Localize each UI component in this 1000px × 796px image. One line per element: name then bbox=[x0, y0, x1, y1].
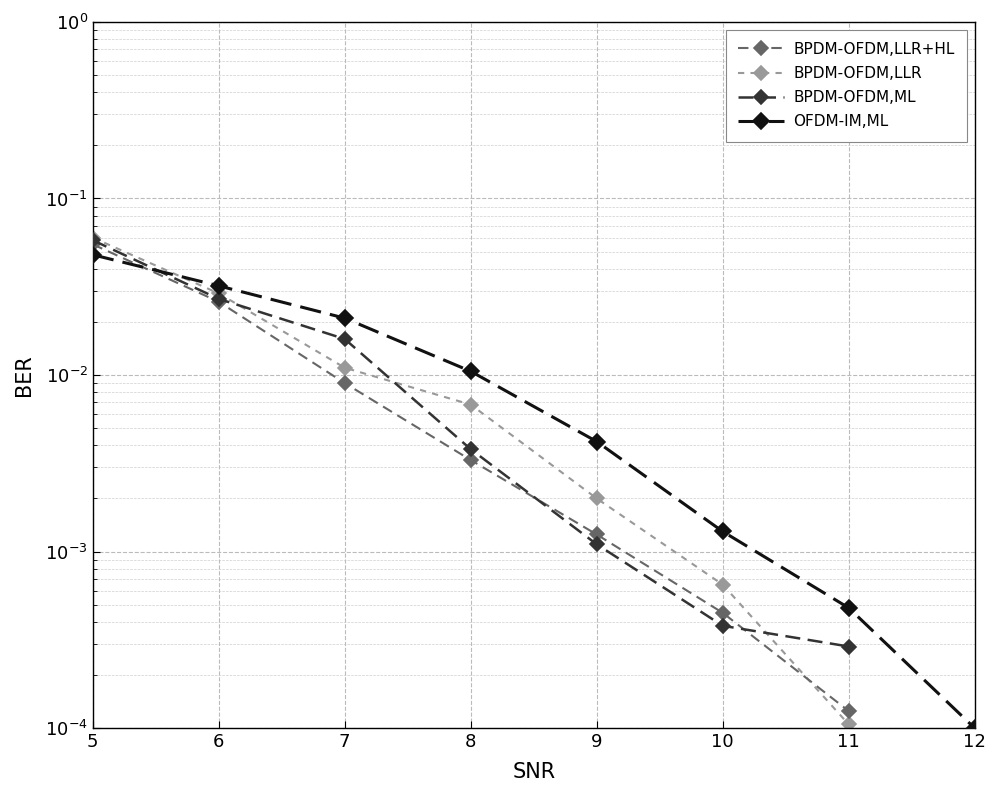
OFDM-IM,ML bbox=[717, 527, 729, 537]
BPDM-OFDM,ML bbox=[213, 294, 225, 303]
OFDM-IM,ML bbox=[969, 724, 981, 733]
BPDM-OFDM,LLR bbox=[87, 233, 99, 243]
OFDM-IM,ML bbox=[465, 366, 477, 376]
Line: OFDM-IM,ML: OFDM-IM,ML bbox=[87, 249, 980, 734]
BPDM-OFDM,ML bbox=[87, 236, 99, 245]
Line: BPDM-OFDM,LLR+HL: BPDM-OFDM,LLR+HL bbox=[88, 240, 854, 716]
BPDM-OFDM,LLR bbox=[717, 579, 729, 589]
OFDM-IM,ML bbox=[843, 603, 855, 613]
Line: BPDM-OFDM,ML: BPDM-OFDM,ML bbox=[88, 236, 854, 651]
BPDM-OFDM,LLR bbox=[213, 289, 225, 298]
BPDM-OFDM,LLR bbox=[843, 720, 855, 729]
BPDM-OFDM,LLR bbox=[465, 400, 477, 409]
Y-axis label: BER: BER bbox=[14, 354, 34, 396]
X-axis label: SNR: SNR bbox=[512, 762, 555, 782]
BPDM-OFDM,LLR+HL bbox=[591, 529, 603, 539]
OFDM-IM,ML bbox=[339, 314, 351, 323]
Line: BPDM-OFDM,LLR: BPDM-OFDM,LLR bbox=[88, 232, 854, 729]
BPDM-OFDM,LLR+HL bbox=[213, 297, 225, 306]
BPDM-OFDM,LLR bbox=[591, 494, 603, 503]
BPDM-OFDM,ML bbox=[339, 334, 351, 344]
OFDM-IM,ML bbox=[87, 250, 99, 259]
BPDM-OFDM,LLR+HL bbox=[843, 706, 855, 716]
BPDM-OFDM,LLR+HL bbox=[717, 608, 729, 618]
OFDM-IM,ML bbox=[591, 437, 603, 447]
BPDM-OFDM,ML bbox=[591, 540, 603, 549]
BPDM-OFDM,LLR+HL bbox=[465, 455, 477, 465]
BPDM-OFDM,LLR bbox=[339, 363, 351, 373]
BPDM-OFDM,ML bbox=[717, 621, 729, 630]
OFDM-IM,ML bbox=[213, 281, 225, 291]
BPDM-OFDM,LLR+HL bbox=[87, 240, 99, 249]
BPDM-OFDM,LLR+HL bbox=[339, 378, 351, 388]
Legend: BPDM-OFDM,LLR+HL, BPDM-OFDM,LLR, BPDM-OFDM,ML, OFDM-IM,ML: BPDM-OFDM,LLR+HL, BPDM-OFDM,LLR, BPDM-OF… bbox=[726, 29, 967, 142]
BPDM-OFDM,ML bbox=[843, 642, 855, 651]
BPDM-OFDM,ML bbox=[465, 444, 477, 454]
